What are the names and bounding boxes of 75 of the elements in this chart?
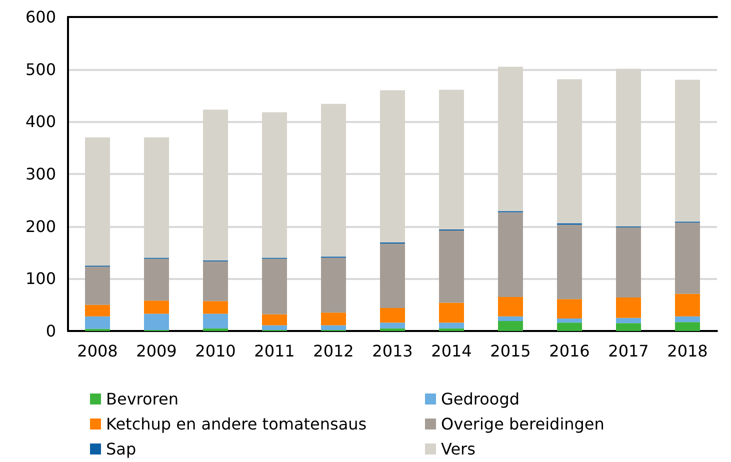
bar [262, 258, 287, 314]
bar [557, 79, 582, 224]
bar [380, 328, 405, 331]
x-tick-label: 2015 [490, 342, 531, 360]
bar [262, 314, 287, 326]
bar [557, 299, 582, 318]
bar [616, 68, 641, 226]
x-tick-label: 2012 [313, 342, 354, 360]
bar [616, 298, 641, 318]
x-tick-label: 2011 [254, 342, 295, 360]
bar [380, 322, 405, 328]
x-tick-label: 2010 [195, 342, 236, 360]
bar [439, 302, 464, 323]
bar [498, 66, 523, 212]
bar [321, 325, 346, 330]
bar [262, 112, 287, 258]
bar [616, 318, 641, 324]
bar [144, 300, 169, 314]
y-tick-label: 500 [25, 60, 56, 79]
bar [321, 104, 346, 257]
y-tick-label: 300 [25, 164, 56, 184]
bar [439, 322, 464, 328]
bar [675, 222, 700, 294]
bar [557, 322, 582, 331]
legend-label: Ketchup en andere tomatensaus [106, 414, 367, 434]
bar [144, 137, 169, 258]
bar [85, 266, 110, 305]
bar [675, 322, 700, 331]
y-tick-label: 600 [25, 8, 56, 26]
y-tick-label: 100 [25, 269, 56, 288]
bar [439, 328, 464, 331]
bar [557, 224, 582, 300]
x-tick-label: 2014 [431, 342, 472, 360]
bar [262, 325, 287, 330]
bar [85, 304, 110, 316]
bar [675, 80, 700, 222]
bar [321, 312, 346, 326]
bar [616, 323, 641, 331]
bar [203, 301, 228, 314]
bar [616, 227, 641, 298]
bar [498, 296, 523, 316]
bar [498, 212, 523, 297]
bar [85, 137, 110, 266]
legend-label: Gedroogd [441, 390, 520, 408]
bar [144, 258, 169, 301]
y-tick-label: 200 [25, 216, 56, 236]
bar [321, 258, 346, 313]
bar [203, 261, 228, 302]
bar [557, 318, 582, 323]
legend-label: Sap [106, 440, 136, 458]
bar [498, 321, 523, 331]
legend-label: Overige bereidingen [441, 414, 604, 434]
bar [380, 244, 405, 308]
bar [203, 110, 228, 260]
y-tick-label: 400 [25, 112, 56, 132]
legend-label: Vers [441, 440, 476, 458]
bar [85, 316, 110, 329]
bar [439, 230, 464, 303]
bar [498, 316, 523, 322]
bar [380, 308, 405, 323]
y-tick-label: 0 [46, 322, 56, 340]
bar [439, 90, 464, 230]
x-tick-label: 2009 [136, 342, 177, 360]
x-tick-label: 2016 [549, 342, 590, 360]
bar [203, 314, 228, 328]
bar [380, 90, 405, 243]
x-tick-label: 2013 [372, 342, 413, 360]
x-tick-label: 2017 [608, 342, 649, 360]
bar [675, 316, 700, 322]
bar [675, 294, 700, 316]
bar [203, 328, 228, 331]
x-tick-label: 2008 [77, 342, 118, 360]
legend-label: Bevroren [106, 390, 179, 408]
bar [144, 314, 169, 330]
x-tick-label: 2018 [667, 342, 708, 360]
